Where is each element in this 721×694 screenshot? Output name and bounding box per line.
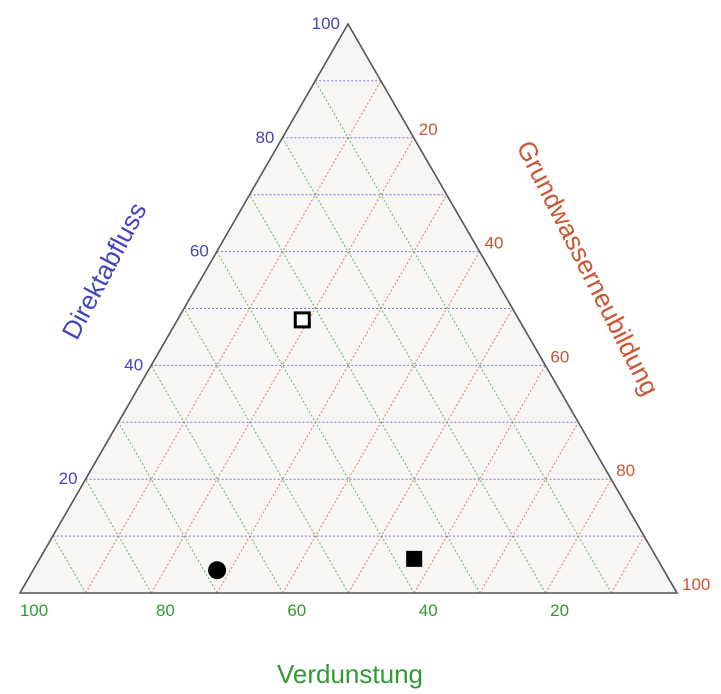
grid-line-grundwasserneubildung: [348, 308, 513, 594]
tick-label-direktabfluss: 40: [124, 355, 143, 374]
axis-label-direktabfluss: Direktabfluss: [56, 197, 153, 344]
grid-verdunstung: [52, 80, 612, 594]
grid-line-verdunstung: [52, 535, 87, 594]
grid-line-grundwasserneubildung: [610, 535, 645, 594]
tick-label-verdunstung: 80: [156, 601, 175, 620]
grid-line-grundwasserneubildung: [150, 137, 415, 594]
tick-label-direktabfluss: 60: [190, 242, 209, 261]
tick-label-direktabfluss: 80: [255, 128, 274, 147]
grid-line-verdunstung: [85, 478, 152, 594]
data-point-square-open: [293, 311, 311, 329]
ticks-direktabfluss: 20 40 60 80 100: [59, 14, 340, 488]
grid-line-grundwasserneubildung: [479, 422, 579, 594]
grid-direktabfluss: [52, 80, 645, 537]
tick-label-grundwasserneubildung: 100: [682, 575, 710, 594]
data-point-circle: [208, 561, 227, 580]
grid-line-verdunstung: [216, 251, 415, 594]
tick-label-direktabfluss: 20: [59, 469, 78, 488]
grid-line-verdunstung: [249, 194, 481, 594]
grid-line-verdunstung: [183, 308, 349, 594]
data-points: [208, 311, 423, 580]
grid-line-verdunstung: [314, 80, 612, 594]
tick-label-grundwasserneubildung: 40: [485, 234, 504, 253]
ticks-verdunstung: 100 80 60 40 20: [20, 601, 569, 620]
tick-label-grundwasserneubildung: 20: [419, 120, 438, 139]
tick-label-direktabfluss: 100: [312, 14, 340, 33]
tick-label-verdunstung: 60: [287, 601, 306, 620]
tick-label-grundwasserneubildung: 60: [550, 347, 569, 366]
ticks-grundwasserneubildung: 20 40 60 80 100: [419, 120, 711, 594]
grid-line-verdunstung: [117, 422, 218, 594]
tick-label-verdunstung: 100: [20, 601, 48, 620]
tick-label-grundwasserneubildung: 80: [616, 461, 635, 480]
triangle-outline: [18, 22, 679, 594]
axis-label-verdunstung: Verdunstung: [277, 659, 423, 689]
tick-label-verdunstung: 40: [419, 601, 438, 620]
grid-line-grundwasserneubildung: [85, 80, 382, 594]
grid-line-grundwasserneubildung: [216, 194, 448, 594]
data-point-square-filled: [406, 550, 423, 567]
tick-label-verdunstung: 20: [550, 601, 569, 620]
